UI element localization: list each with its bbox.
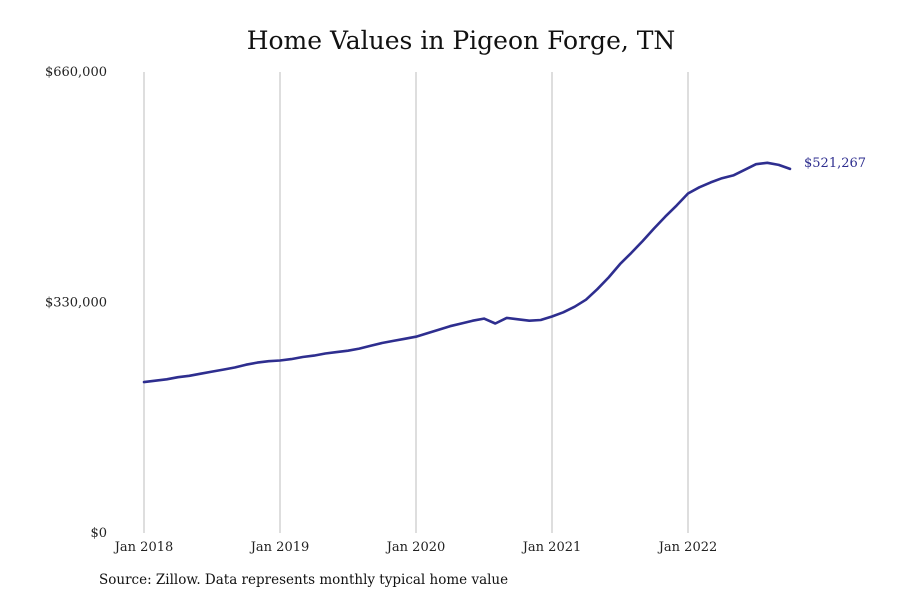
y-tick-label: $0 [90,526,107,541]
end-value-label: $521,267 [804,156,866,171]
series-line [142,161,792,384]
x-tick-label: Jan 2021 [521,540,582,555]
x-tick-label: Jan 2019 [249,540,310,555]
x-tick-label: Jan 2018 [113,540,174,555]
x-tick-label: Jan 2020 [385,540,446,555]
source-note: Source: Zillow. Data represents monthly … [99,572,509,588]
chart-title: Home Values in Pigeon Forge, TN [246,26,676,55]
y-axis-ticks: $0 $330,000 $660,000 [45,65,107,541]
series-layer [142,161,792,384]
y-tick-label: $660,000 [45,65,107,80]
annotation-layer: $521,267 [804,156,866,171]
x-axis-ticks: Jan 2018 Jan 2019 Jan 2020 Jan 2021 Jan 2022 [113,540,718,555]
x-tick-label: Jan 2022 [657,540,718,555]
y-tick-label: $330,000 [45,296,107,311]
gridlines [143,72,689,533]
